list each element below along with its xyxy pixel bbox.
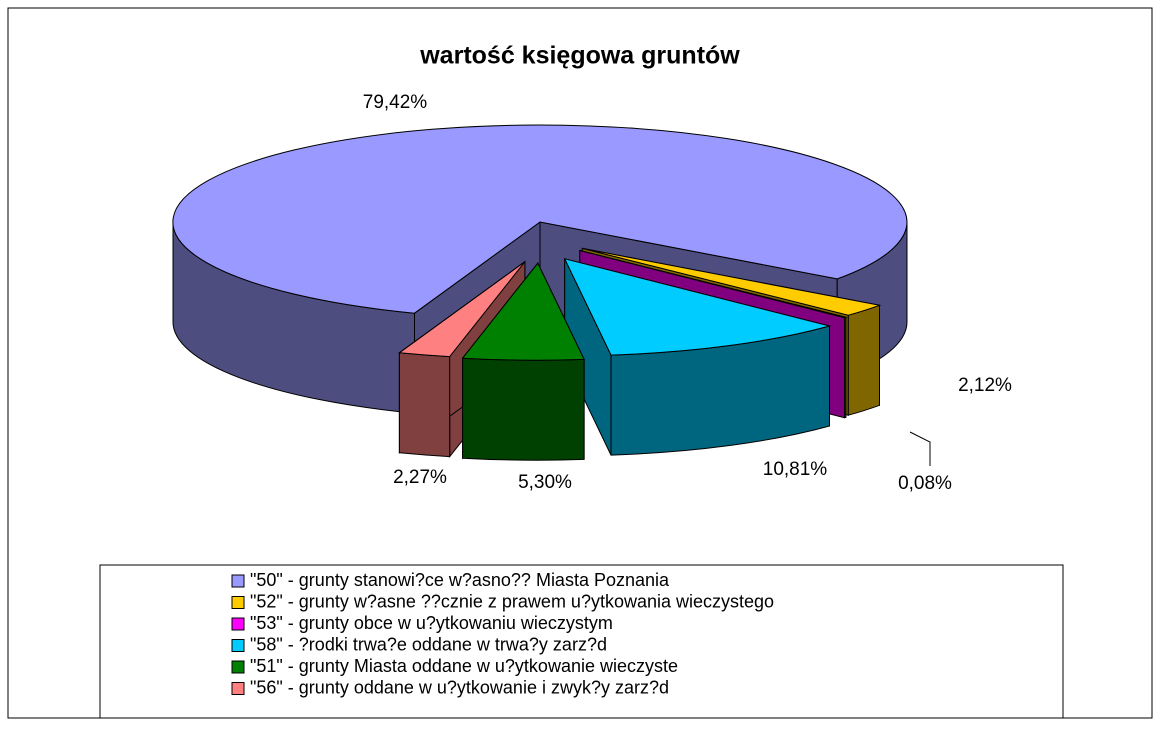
legend-label: "56" - grunty oddane w u?ytkowanie i zwy…	[250, 677, 669, 697]
legend-label: "53" - grunty obce w u?ytkowaniu wieczys…	[250, 613, 613, 633]
slice	[398, 261, 526, 358]
legend-swatch	[231, 639, 245, 652]
slice-outer-wall	[462, 357, 585, 461]
legend-swatch	[231, 574, 245, 588]
legend-label: "52" - grunty w?asne ??cznie z prawem u?…	[250, 591, 774, 611]
legend-swatch	[231, 617, 245, 631]
data-label: 79,42%	[363, 92, 428, 113]
data-label: 0,08%	[898, 473, 952, 494]
slice	[582, 247, 882, 316]
leader-line	[909, 431, 931, 466]
data-label: 10,81%	[763, 459, 828, 480]
data-label: 2,12%	[958, 375, 1012, 396]
data-label: 2,27%	[393, 467, 447, 488]
slice	[461, 262, 585, 361]
legend-label: "58" - ?rodki trwa?e oddane w trwa?y zar…	[250, 634, 607, 654]
slice-outer-wall	[398, 352, 451, 458]
slice-outer-wall	[847, 304, 880, 416]
legend-swatch	[231, 682, 245, 695]
slice-outer-wall	[844, 316, 847, 419]
chart-title: wartość księgowa gruntów	[419, 42, 740, 70]
slice	[563, 258, 832, 356]
legend-swatch	[231, 596, 245, 609]
legend-swatch	[231, 660, 245, 674]
legend-label: "51" - grunty Miasta oddane w u?ytkowani…	[250, 656, 678, 676]
legend	[99, 564, 1064, 719]
slice	[579, 250, 848, 319]
data-label: 5,30%	[518, 472, 572, 493]
pie	[172, 124, 908, 461]
legend-label: "50" - grunty stanowi?ce w?asno?? Miasta…	[250, 570, 670, 590]
slice	[172, 124, 908, 314]
